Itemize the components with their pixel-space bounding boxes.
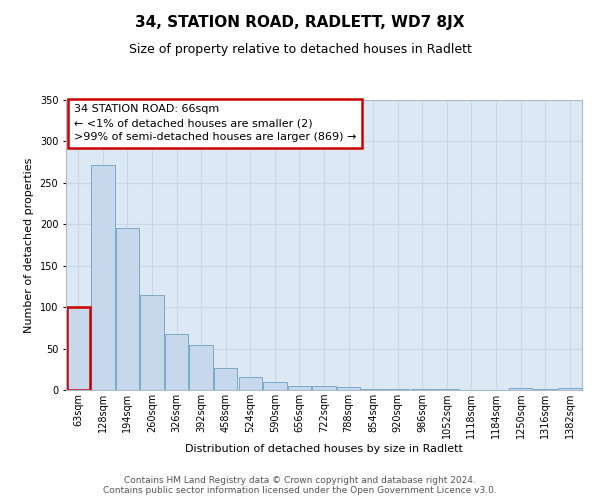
Text: 34, STATION ROAD, RADLETT, WD7 8JX: 34, STATION ROAD, RADLETT, WD7 8JX	[135, 15, 465, 30]
Bar	[91, 164, 115, 390]
Bar	[313, 386, 335, 390]
Bar	[165, 334, 188, 390]
Bar	[435, 389, 458, 390]
Bar	[67, 307, 90, 390]
Text: Contains public sector information licensed under the Open Government Licence v3: Contains public sector information licen…	[103, 486, 497, 495]
Bar	[288, 386, 311, 390]
Bar	[361, 389, 385, 390]
Bar	[67, 307, 90, 390]
Bar	[558, 388, 581, 390]
Text: Size of property relative to detached houses in Radlett: Size of property relative to detached ho…	[128, 42, 472, 56]
Bar	[116, 228, 139, 390]
Bar	[386, 389, 409, 390]
X-axis label: Distribution of detached houses by size in Radlett: Distribution of detached houses by size …	[185, 444, 463, 454]
Bar	[239, 376, 262, 390]
Bar	[263, 382, 287, 390]
Text: 34 STATION ROAD: 66sqm
← <1% of detached houses are smaller (2)
>99% of semi-det: 34 STATION ROAD: 66sqm ← <1% of detached…	[74, 104, 356, 142]
Bar	[533, 389, 557, 390]
Text: Contains HM Land Registry data © Crown copyright and database right 2024.: Contains HM Land Registry data © Crown c…	[124, 476, 476, 485]
Bar	[509, 388, 532, 390]
Bar	[140, 294, 164, 390]
Bar	[190, 346, 213, 390]
Bar	[214, 368, 238, 390]
Bar	[410, 389, 434, 390]
Bar	[337, 386, 360, 390]
Y-axis label: Number of detached properties: Number of detached properties	[24, 158, 34, 332]
